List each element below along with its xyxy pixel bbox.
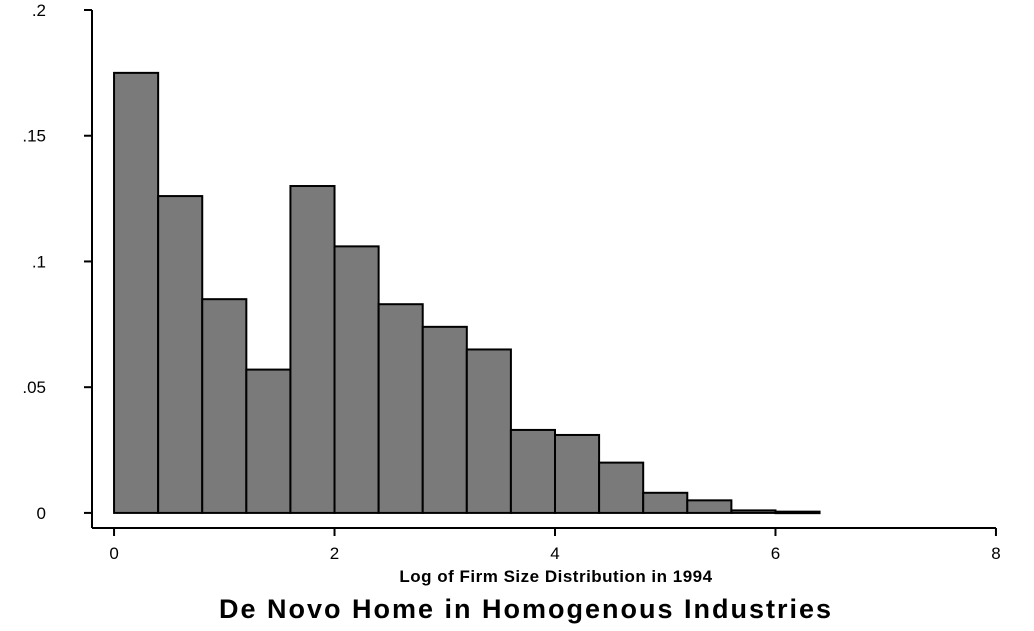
axes-layer: 0 .05 .1 .15 .2 0 2 4 6 8 bbox=[22, 1, 1000, 563]
y-tick-label-1: .05 bbox=[22, 378, 46, 397]
y-tick-label-2: .1 bbox=[32, 252, 46, 271]
histogram-bar-11 bbox=[598, 461, 645, 514]
histogram-bar-14 bbox=[730, 509, 777, 514]
histogram-bar-3 bbox=[245, 368, 292, 514]
histogram-bar-12 bbox=[642, 491, 689, 514]
histogram-bar-5 bbox=[333, 245, 380, 514]
x-tick-label-1: 2 bbox=[330, 544, 339, 563]
histogram-bar-10 bbox=[554, 433, 601, 514]
x-tick-label-3: 6 bbox=[771, 544, 780, 563]
histogram-bar-9 bbox=[509, 428, 556, 514]
y-tick-label-4: .2 bbox=[32, 1, 46, 20]
histogram-bar-13 bbox=[686, 499, 733, 514]
y-tick-label-0: 0 bbox=[37, 504, 46, 523]
chart-title: De Novo Home in Homogenous Industries bbox=[219, 594, 833, 624]
x-tick-label-0: 0 bbox=[109, 544, 118, 563]
histogram-bar-0 bbox=[113, 71, 160, 514]
histogram-bar-1 bbox=[157, 195, 204, 514]
histogram-bar-15 bbox=[774, 510, 821, 515]
histogram-bar-4 bbox=[289, 185, 336, 514]
y-tick-label-3: .15 bbox=[22, 127, 46, 146]
bars-layer bbox=[113, 71, 821, 515]
histogram-bar-6 bbox=[377, 303, 424, 514]
x-tick-label-4: 8 bbox=[991, 544, 1000, 563]
histogram-bar-2 bbox=[201, 298, 248, 514]
histogram-bar-7 bbox=[421, 325, 468, 514]
x-tick-label-2: 4 bbox=[550, 544, 559, 563]
x-axis-label: Log of Firm Size Distribution in 1994 bbox=[399, 567, 712, 586]
histogram-bar-8 bbox=[465, 348, 512, 514]
